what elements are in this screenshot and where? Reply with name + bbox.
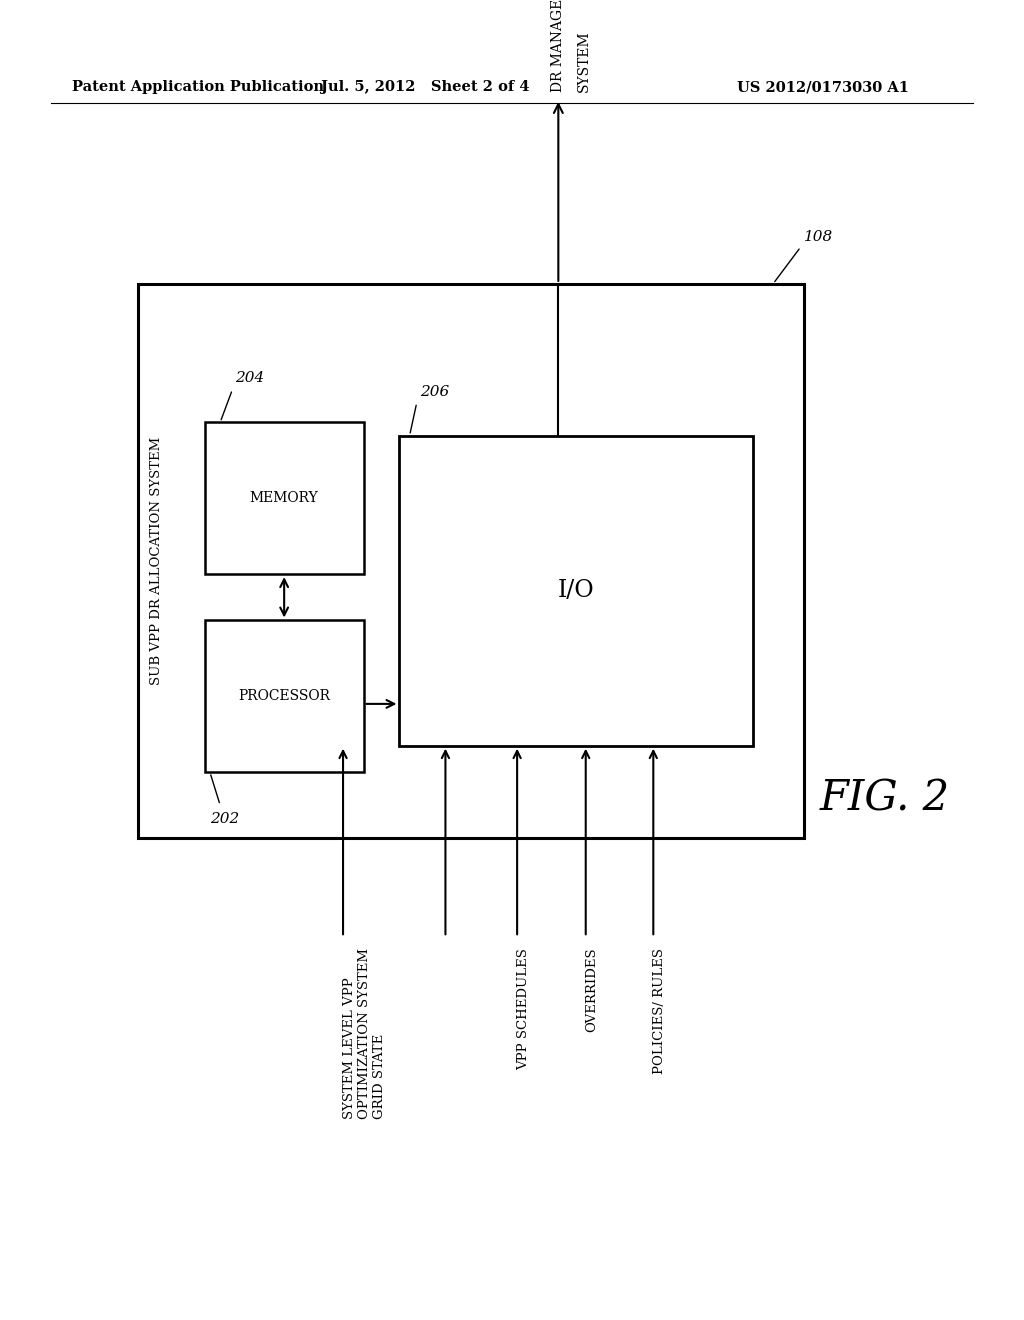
Text: Patent Application Publication: Patent Application Publication — [72, 81, 324, 94]
Text: OVERRIDES: OVERRIDES — [586, 948, 599, 1032]
Text: US 2012/0173030 A1: US 2012/0173030 A1 — [737, 81, 909, 94]
Text: SUB VPP DR ALLOCATION SYSTEM: SUB VPP DR ALLOCATION SYSTEM — [151, 437, 163, 685]
Text: I/O: I/O — [558, 579, 594, 602]
Text: 204: 204 — [236, 371, 265, 385]
Text: VPP SCHEDULES: VPP SCHEDULES — [517, 948, 530, 1069]
Text: MEMORY: MEMORY — [250, 491, 318, 506]
Text: PROCESSOR: PROCESSOR — [239, 689, 330, 704]
Text: 108: 108 — [804, 230, 834, 244]
Text: DR MANAGEMENT: DR MANAGEMENT — [551, 0, 565, 92]
Text: POLICIES/ RULES: POLICIES/ RULES — [653, 948, 667, 1073]
Text: Jul. 5, 2012   Sheet 2 of 4: Jul. 5, 2012 Sheet 2 of 4 — [321, 81, 529, 94]
Text: SYSTEM LEVEL VPP
OPTIMIZATION SYSTEM
GRID STATE: SYSTEM LEVEL VPP OPTIMIZATION SYSTEM GRI… — [343, 948, 386, 1119]
Text: FIG. 2: FIG. 2 — [819, 777, 949, 820]
Text: 202: 202 — [210, 812, 240, 826]
Bar — [399, 436, 753, 746]
Text: 206: 206 — [420, 384, 450, 399]
Bar — [205, 620, 364, 772]
Bar — [205, 422, 364, 574]
Text: SYSTEM: SYSTEM — [577, 30, 591, 92]
Bar — [138, 284, 804, 838]
